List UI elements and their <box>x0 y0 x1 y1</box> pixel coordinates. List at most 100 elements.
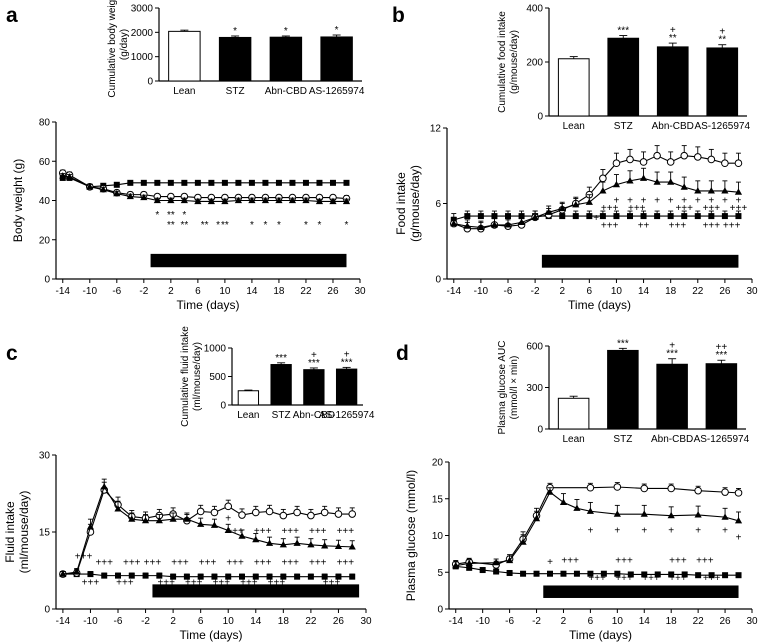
data-point <box>238 511 246 519</box>
data-point <box>558 204 566 212</box>
data-point <box>479 567 486 574</box>
significance-mark: + <box>668 196 674 207</box>
x-tick-label: 10 <box>611 286 623 297</box>
significance-mark: + <box>670 25 676 36</box>
data-point <box>329 179 336 186</box>
data-point <box>279 511 288 520</box>
significance-mark: +++ <box>601 221 619 232</box>
data-point <box>307 573 314 580</box>
x-tick-label: -10 <box>83 616 98 627</box>
data-point <box>293 508 301 517</box>
data-point <box>506 569 513 576</box>
y-axis-title: Body weight (g) <box>11 159 25 242</box>
significance-mark: ** <box>718 35 726 46</box>
significance-mark: +++ <box>157 577 175 588</box>
data-point <box>735 213 742 220</box>
data-point <box>167 179 174 186</box>
data-point <box>491 213 498 220</box>
data-point <box>169 515 177 522</box>
data-point <box>547 570 553 577</box>
data-point <box>640 484 649 493</box>
data-point <box>734 517 743 524</box>
x-tick-label: 10 <box>223 616 235 627</box>
y-tick-label: 10 <box>432 531 444 542</box>
x-tick-label: -10 <box>83 286 98 297</box>
significance-mark: ** <box>201 220 209 231</box>
inset-a-inset: 0 1000 2000 3000 Cumulative body weight (g/da… <box>107 0 365 98</box>
data-point <box>101 572 108 579</box>
series-triangle <box>59 172 351 205</box>
y-tick-label: 12 <box>430 124 442 135</box>
data-point <box>572 213 579 220</box>
bar-Lean <box>557 58 590 117</box>
significance-mark: +++ <box>615 573 633 584</box>
data-point <box>235 179 242 186</box>
data-point <box>520 570 527 577</box>
x-tick-label: 10 <box>219 286 231 297</box>
data-point <box>224 526 232 534</box>
x-tick-label: -6 <box>114 616 123 627</box>
x-tick-label: 10 <box>612 616 624 627</box>
data-point <box>517 218 526 225</box>
x-tick-label: 2 <box>168 286 174 297</box>
y-tick-label: 15 <box>39 528 51 539</box>
series-line <box>453 155 739 230</box>
x-tick-label: Abn-CBD <box>651 434 693 445</box>
significance-mark: + <box>593 213 599 224</box>
y-tick-label: 3000 <box>131 4 154 15</box>
y-tick-label: 1000 <box>204 344 227 355</box>
data-point <box>573 570 580 577</box>
data-point <box>183 515 191 522</box>
data-point <box>208 179 215 186</box>
x-tick-label: AS-1265974 <box>694 121 750 132</box>
data-point <box>140 193 148 201</box>
y-tick-label: 0 <box>44 605 50 616</box>
data-point <box>463 222 471 229</box>
data-point <box>653 178 661 185</box>
data-point <box>113 181 120 188</box>
significance-mark: + <box>722 196 728 207</box>
x-tick-label: -6 <box>112 286 121 297</box>
data-point <box>533 570 540 577</box>
panel-label-c: c <box>6 342 18 365</box>
series-line <box>62 485 353 575</box>
data-point <box>86 523 95 530</box>
data-point <box>504 221 512 228</box>
significance-mark: +++ <box>281 526 299 537</box>
data-point <box>128 515 136 522</box>
x-tick-label: 6 <box>198 616 204 627</box>
data-point <box>627 571 634 578</box>
data-point <box>492 558 500 566</box>
significance-mark: + <box>344 349 350 360</box>
treatment-bar <box>543 585 739 598</box>
significance-mark: *** <box>617 26 629 37</box>
data-point <box>639 174 648 181</box>
data-point <box>559 498 568 506</box>
x-tick-label: 26 <box>719 286 731 297</box>
significance-mark: *** <box>617 338 629 349</box>
bar-Abn-CBD <box>269 36 303 82</box>
bar-Abn-CBD <box>303 369 325 406</box>
data-point <box>221 197 229 205</box>
significance-mark: +++ <box>309 526 327 537</box>
bar-AS-1265974 <box>705 363 738 430</box>
data-point <box>477 213 484 220</box>
significance-mark: * <box>304 220 308 231</box>
data-point <box>329 197 337 205</box>
series-line <box>455 491 739 567</box>
y-tick-label: 0 <box>435 275 441 286</box>
x-tick-label: -2 <box>531 286 540 297</box>
data-point <box>734 188 743 195</box>
data-point <box>155 516 163 524</box>
data-point <box>531 213 539 220</box>
bar-AS-1265974 <box>320 36 353 82</box>
y-tick-label: 0 <box>537 112 543 123</box>
y-tick-label: 20 <box>432 458 444 469</box>
data-point <box>335 573 342 580</box>
data-point <box>194 179 201 186</box>
data-point <box>197 520 205 527</box>
y-tick-label: 0 <box>220 401 226 412</box>
data-point <box>265 507 274 516</box>
x-tick-label: STZ <box>614 121 633 132</box>
significance-mark: +++ <box>628 203 646 214</box>
